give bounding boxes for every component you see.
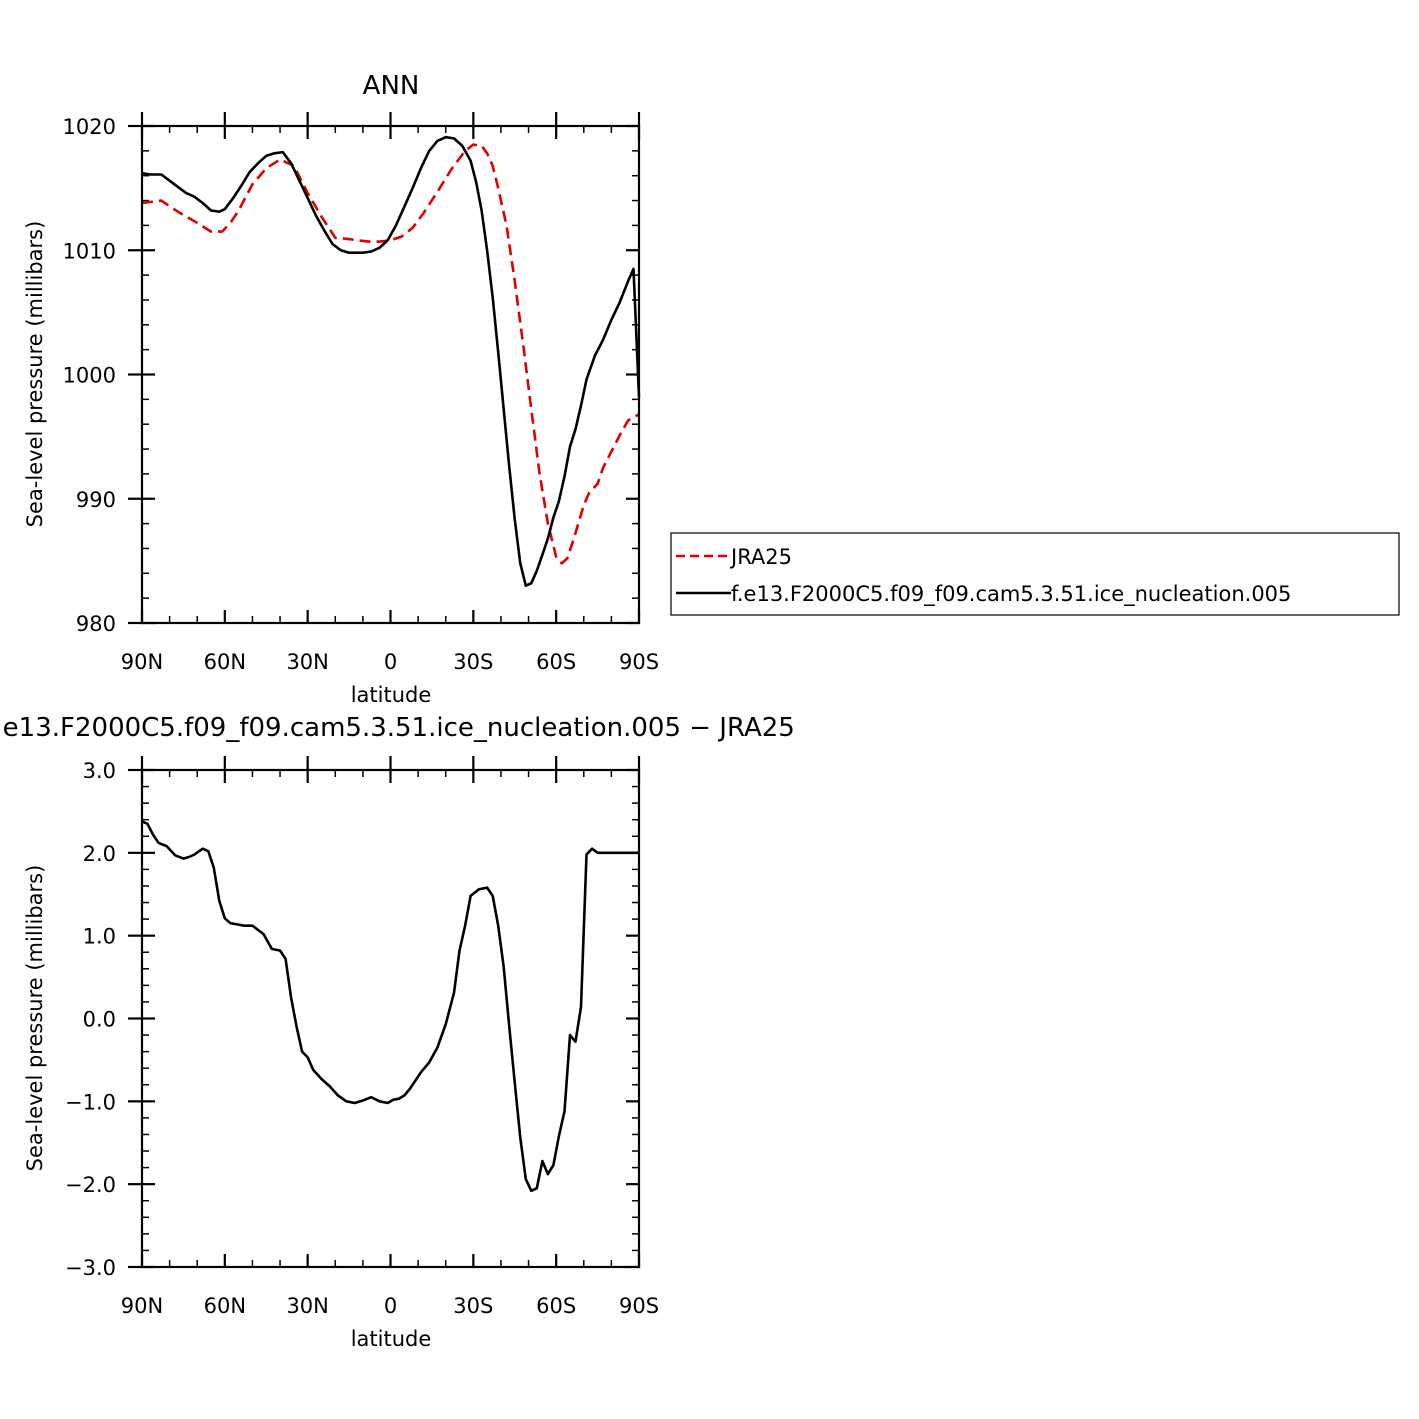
- y-tick-label: 1.0: [83, 925, 116, 949]
- x-tick-label: 60N: [204, 650, 246, 674]
- top-x-axis-label: latitude: [351, 683, 432, 707]
- x-tick-label: 30S: [453, 1294, 493, 1318]
- y-tick-label: 1010: [63, 239, 116, 263]
- x-tick-label: 90S: [619, 1294, 659, 1318]
- y-tick-label: −1.0: [65, 1090, 116, 1114]
- bottom-axis-ticks: [128, 756, 641, 1269]
- bottom-y-tick-labels: −3.0 −2.0 −1.0 0.0 1.0 2.0 3.0: [65, 759, 116, 1280]
- top-panel: ANN 90N 60N 30N 0 30S 60S 90S 980 990 1000 1010 10…: [23, 71, 659, 707]
- bottom-plot-frame: [140, 768, 641, 1269]
- series-line-0-1: [141, 135, 641, 588]
- series-line-0-0: [141, 143, 640, 565]
- x-tick-label: 30S: [453, 650, 493, 674]
- y-tick-label: 980: [76, 612, 116, 636]
- y-tick-label: −2.0: [65, 1173, 116, 1197]
- bottom-series-lines: [141, 820, 639, 1193]
- y-tick-label: −3.0: [65, 1256, 116, 1280]
- legend-label-jra25: JRA25: [729, 545, 792, 569]
- top-chart-title: ANN: [363, 71, 420, 101]
- x-tick-label: 60S: [536, 650, 576, 674]
- top-plot-frame: [140, 124, 641, 625]
- y-tick-label: 2.0: [83, 842, 116, 866]
- x-tick-label: 90N: [121, 650, 163, 674]
- series-line-1-0: [141, 820, 639, 1193]
- bottom-x-axis-label: latitude: [351, 1327, 432, 1351]
- x-tick-label: 0: [384, 1294, 397, 1318]
- y-tick-label: 1000: [63, 364, 116, 388]
- y-tick-label: 0.0: [83, 1008, 116, 1032]
- top-y-tick-labels: 980 990 1000 1010 1020: [63, 115, 116, 636]
- x-tick-label: 0: [384, 650, 397, 674]
- bottom-panel: f.e13.F2000C5.f09_f09.cam5.3.51.ice_nucl…: [0, 713, 795, 1351]
- bottom-y-axis-label: Sea-level pressure (millibars): [23, 865, 47, 1172]
- x-tick-label: 30N: [286, 1294, 328, 1318]
- legend: JRA25 f.e13.F2000C5.f09_f09.cam5.3.51.ic…: [670, 532, 1400, 616]
- legend-label-model: f.e13.F2000C5.f09_f09.cam5.3.51.ice_nucl…: [731, 582, 1291, 607]
- y-tick-label: 3.0: [83, 759, 116, 783]
- x-tick-label: 60S: [536, 1294, 576, 1318]
- x-tick-label: 90N: [121, 1294, 163, 1318]
- x-tick-label: 60N: [204, 1294, 246, 1318]
- bottom-chart-title: f.e13.F2000C5.f09_f09.cam5.3.51.ice_nucl…: [0, 713, 795, 743]
- top-series-lines: [141, 135, 641, 588]
- bottom-x-tick-labels: 90N 60N 30N 0 30S 60S 90S: [121, 1294, 659, 1318]
- x-tick-label: 90S: [619, 650, 659, 674]
- x-tick-label: 30N: [286, 650, 328, 674]
- y-tick-label: 990: [76, 488, 116, 512]
- y-tick-label: 1020: [63, 115, 116, 139]
- top-axis-ticks: [128, 112, 641, 625]
- top-x-tick-labels: 90N 60N 30N 0 30S 60S 90S: [121, 650, 659, 674]
- top-y-axis-label: Sea-level pressure (millibars): [23, 221, 47, 528]
- legend-box: [670, 532, 1400, 616]
